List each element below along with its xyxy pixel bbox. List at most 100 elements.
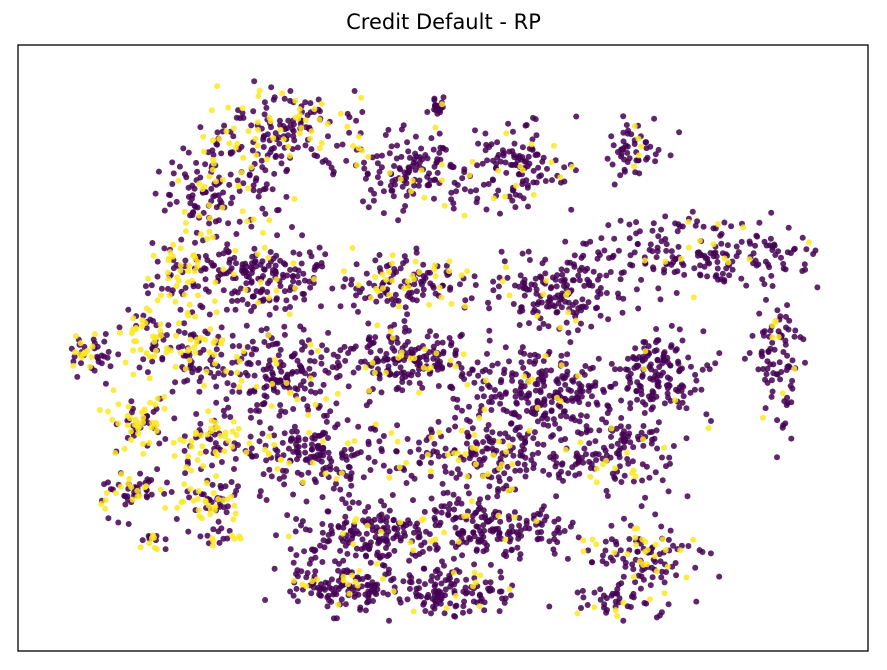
point-class-0 <box>419 384 426 391</box>
point-class-0 <box>161 490 168 497</box>
point-class-0 <box>470 529 477 536</box>
point-class-0 <box>814 284 821 291</box>
point-class-0 <box>667 152 674 159</box>
point-class-0 <box>697 272 704 279</box>
point-class-0 <box>578 320 584 327</box>
point-class-0 <box>609 254 616 261</box>
point-class-0 <box>746 350 753 356</box>
point-class-0 <box>639 373 646 380</box>
point-class-1 <box>432 273 439 280</box>
point-class-0 <box>564 351 571 358</box>
point-class-1 <box>223 128 230 135</box>
point-class-1 <box>631 525 638 532</box>
point-class-0 <box>692 371 699 378</box>
point-class-0 <box>620 295 627 302</box>
point-class-1 <box>197 450 204 457</box>
point-class-1 <box>186 357 193 364</box>
point-class-0 <box>413 288 420 295</box>
point-class-0 <box>762 405 769 412</box>
point-class-0 <box>257 488 264 495</box>
point-class-1 <box>521 373 528 380</box>
point-class-1 <box>151 534 157 541</box>
point-class-0 <box>569 309 576 316</box>
point-class-0 <box>181 433 188 440</box>
point-class-0 <box>247 407 254 414</box>
point-class-0 <box>658 574 665 581</box>
point-class-0 <box>453 347 459 354</box>
point-class-0 <box>328 164 335 171</box>
point-class-0 <box>205 149 212 156</box>
point-class-1 <box>664 563 671 570</box>
point-class-0 <box>588 323 595 330</box>
point-class-0 <box>406 557 413 564</box>
point-class-1 <box>461 212 468 219</box>
point-class-1 <box>254 119 261 126</box>
point-class-1 <box>557 174 564 181</box>
chart-title: Credit Default - RP <box>346 10 541 34</box>
point-class-0 <box>265 262 272 269</box>
point-class-0 <box>269 341 276 348</box>
point-class-0 <box>540 358 547 364</box>
point-class-0 <box>243 322 250 329</box>
point-class-0 <box>372 334 379 341</box>
point-class-0 <box>638 276 645 283</box>
point-class-0 <box>431 95 438 102</box>
point-class-0 <box>627 400 634 407</box>
point-class-1 <box>387 328 394 335</box>
point-class-0 <box>637 585 644 592</box>
point-class-0 <box>204 532 211 539</box>
point-class-0 <box>503 482 510 489</box>
point-class-0 <box>271 565 278 572</box>
point-class-1 <box>195 488 202 494</box>
point-class-1 <box>208 425 215 432</box>
point-class-0 <box>340 283 347 290</box>
point-class-0 <box>287 266 294 273</box>
point-class-0 <box>139 537 146 544</box>
point-class-0 <box>260 186 267 193</box>
point-class-0 <box>783 313 789 320</box>
point-class-0 <box>447 284 454 291</box>
point-class-0 <box>333 400 340 407</box>
point-class-0 <box>561 164 568 171</box>
point-class-0 <box>576 399 583 406</box>
point-class-0 <box>535 376 542 383</box>
point-class-0 <box>406 379 413 386</box>
point-class-1 <box>229 428 236 435</box>
point-class-0 <box>167 201 173 208</box>
point-class-0 <box>440 490 447 497</box>
point-class-1 <box>389 252 396 259</box>
point-class-0 <box>169 287 176 294</box>
point-class-0 <box>589 451 596 458</box>
point-class-0 <box>261 339 268 345</box>
point-class-0 <box>575 305 582 312</box>
point-class-0 <box>408 574 415 581</box>
point-class-1 <box>157 321 164 328</box>
point-class-0 <box>527 352 534 359</box>
point-class-0 <box>540 467 547 474</box>
point-class-1 <box>161 393 168 400</box>
point-class-0 <box>501 599 508 606</box>
point-class-0 <box>182 284 189 291</box>
point-class-0 <box>546 298 553 305</box>
point-class-1 <box>253 152 260 159</box>
point-class-0 <box>763 296 769 303</box>
point-class-1 <box>185 267 192 274</box>
point-class-1 <box>166 255 172 262</box>
point-class-0 <box>424 333 431 340</box>
point-class-0 <box>459 552 466 559</box>
point-class-0 <box>218 525 225 532</box>
point-class-0 <box>380 433 387 439</box>
point-class-0 <box>169 159 176 166</box>
point-class-0 <box>535 353 542 360</box>
point-class-1 <box>211 351 218 358</box>
point-class-0 <box>756 310 763 317</box>
point-class-0 <box>181 447 188 454</box>
point-class-0 <box>626 155 633 162</box>
point-class-1 <box>167 249 174 256</box>
point-class-0 <box>299 232 306 239</box>
point-class-1 <box>416 389 422 396</box>
point-class-0 <box>258 327 265 334</box>
point-class-0 <box>545 422 552 429</box>
point-class-0 <box>197 349 204 356</box>
point-class-0 <box>759 276 766 283</box>
